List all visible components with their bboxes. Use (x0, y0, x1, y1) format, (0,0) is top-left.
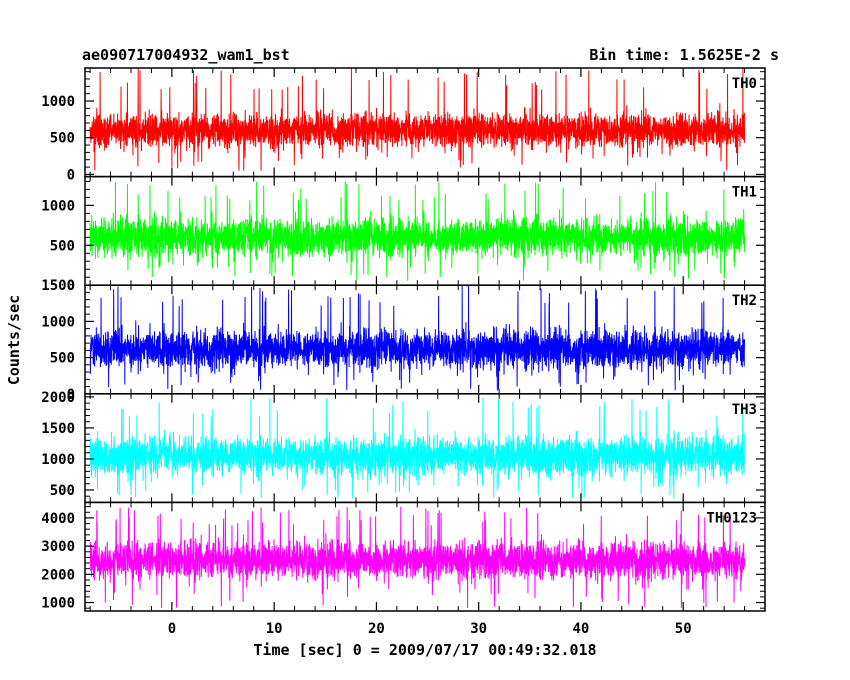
y-tick-label: 0 (67, 278, 75, 294)
panel-th3: 500 1000 1500 2000 TH3 (41, 390, 766, 504)
series-th2 (89, 285, 746, 391)
y-tick-label: 0 (67, 167, 75, 183)
panel-th2: 0 500 1000 1500 TH2 (41, 278, 766, 403)
panel-label: TH0 (732, 76, 757, 92)
y-tick-label: 1000 (41, 596, 75, 612)
y-axis-label: Counts/sec (5, 295, 23, 385)
y-tick-label: 1000 (41, 314, 75, 330)
x-tick-label: 50 (675, 621, 692, 637)
x-axis-label: Time [sec] 0 = 2009/07/17 00:49:32.018 (253, 641, 596, 659)
x-tick-labels: 0 10 20 30 40 50 (168, 621, 692, 637)
y-tick-label: 2000 (41, 567, 75, 583)
y-tick-label: 1000 (41, 452, 75, 468)
y-tick-label: 4000 (41, 511, 75, 527)
panel-label: TH1 (732, 185, 757, 201)
series-th0 (89, 68, 746, 171)
y-tick-label: 1000 (41, 94, 75, 110)
panel-th0123: 1000 2000 3000 4000 TH0123 (41, 501, 766, 612)
y-tick-label: 500 (50, 131, 75, 147)
y-tick-label: 3000 (41, 539, 75, 555)
y-tick-label: 500 (50, 483, 75, 499)
series-th3 (89, 397, 746, 499)
panel-frame (84, 501, 766, 612)
bin-time-label: Bin time: 1.5625E-2 s (589, 46, 779, 64)
panel-label: TH2 (732, 293, 757, 309)
file-label: ae090717004932_wam1_bst (82, 46, 290, 64)
x-tick-label: 40 (573, 621, 590, 637)
series-th0123 (89, 506, 746, 608)
panel-label: TH3 (732, 402, 757, 418)
panel-label: TH0123 (706, 510, 757, 526)
x-tick-label: 30 (470, 621, 487, 637)
panel-th1: 0 500 1000 TH1 (41, 175, 766, 294)
x-tick-label: 20 (368, 621, 385, 637)
y-tick-label: 1000 (41, 198, 75, 214)
y-tick-label: 0 (67, 387, 75, 403)
panel-th0: 0 500 1000 TH0 (41, 67, 766, 183)
x-tick-label: 10 (266, 621, 283, 637)
y-tick-label: 500 (50, 351, 75, 367)
y-tick-label: 2000 (41, 390, 75, 406)
y-tick-label: 1500 (41, 421, 75, 437)
y-tick-label: 1500 (41, 278, 75, 294)
series-th1 (89, 181, 746, 281)
x-tick-label: 0 (168, 621, 176, 637)
y-tick-label: 500 (50, 238, 75, 254)
panels-group: 0 500 1000 TH0 0 500 1000 TH1 0 500 1000 1500 TH2 500… (41, 67, 766, 612)
